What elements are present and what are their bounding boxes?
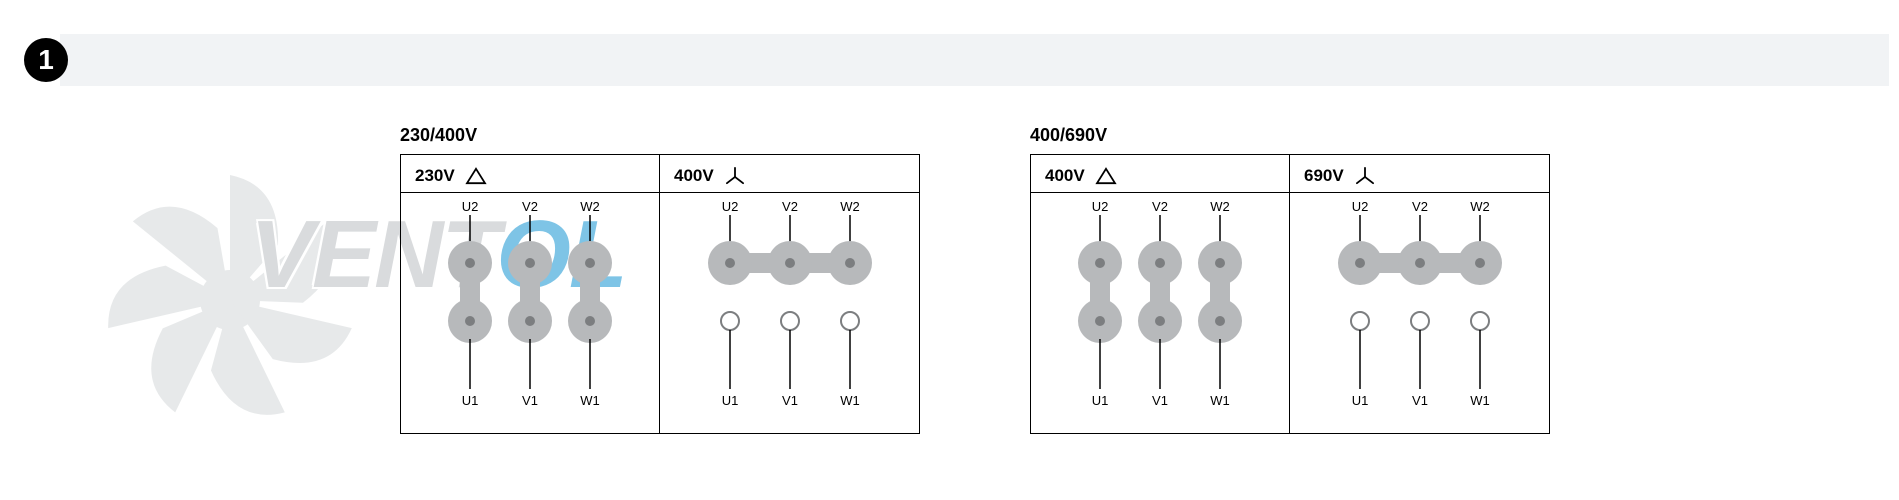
fan-icon — [80, 150, 380, 450]
wiring-panel: 400V U2 V2 W2 U1 V1 W1 — [660, 155, 919, 433]
terminal-label-top: U2 — [1092, 199, 1109, 214]
terminal-label-bottom: W1 — [840, 393, 860, 408]
terminal-label-bottom: V1 — [522, 393, 538, 408]
terminal-label-bottom: U1 — [1092, 393, 1109, 408]
terminal-diagram: U2 V2 W2 U1 V1 W1 — [1040, 193, 1280, 413]
group-box: 230V U2 V2 W2 U1 V1 W1 400V U2 V2 W2 U1 V1 W1 — [400, 154, 920, 434]
terminal-diagram: U2 V2 W2 U1 V1 W1 — [410, 193, 650, 413]
panel-body: U2 V2 W2 U1 V1 W1 — [660, 193, 919, 413]
wiring-group: 230/400V 230V U2 V2 W2 U1 V1 W1 400V U2 V2 W2 U1 V1 W1 — [400, 125, 920, 434]
star-icon — [1354, 167, 1376, 185]
terminal-label-top: W2 — [1470, 199, 1490, 214]
wm-letter: E — [312, 201, 374, 308]
step-badge: 1 — [24, 38, 68, 82]
panel-body: U2 V2 W2 U1 V1 W1 — [1290, 193, 1549, 413]
group-box: 400V U2 V2 W2 U1 V1 W1 690V U2 V2 W2 U1 V1 W1 — [1030, 154, 1550, 434]
panel-voltage: 400V — [674, 166, 714, 186]
wm-letter: V — [250, 201, 312, 308]
terminal-label-bottom: U1 — [1351, 393, 1368, 408]
terminal-label-top: V2 — [1412, 199, 1428, 214]
group-title: 230/400V — [400, 125, 920, 146]
panel-voltage: 230V — [415, 166, 455, 186]
panel-header: 230V — [401, 163, 659, 193]
terminal-label-top: W2 — [580, 199, 600, 214]
terminal-label-top: U2 — [462, 199, 479, 214]
panel-voltage: 690V — [1304, 166, 1344, 186]
terminal-label-bottom: U1 — [721, 393, 738, 408]
terminal-diagram: U2 V2 W2 U1 V1 W1 — [1300, 193, 1540, 413]
wiring-panel: 690V U2 V2 W2 U1 V1 W1 — [1290, 155, 1549, 433]
terminal-label-top: V2 — [522, 199, 538, 214]
wiring-group: 400/690V 400V U2 V2 W2 U1 V1 W1 690V U2 V2 W2 U1 V1 W1 — [1030, 125, 1550, 434]
terminal-diagram: U2 V2 W2 U1 V1 W1 — [670, 193, 910, 413]
panel-body: U2 V2 W2 U1 V1 W1 — [401, 193, 659, 413]
terminal-label-bottom: V1 — [1412, 393, 1428, 408]
terminal-label-top: V2 — [1152, 199, 1168, 214]
panel-header: 400V — [660, 163, 919, 193]
terminal-label-top: V2 — [782, 199, 798, 214]
terminal-label-top: U2 — [1351, 199, 1368, 214]
terminal-label-top: W2 — [1210, 199, 1230, 214]
star-icon — [724, 167, 746, 185]
terminal-label-bottom: W1 — [1210, 393, 1230, 408]
delta-icon — [465, 167, 487, 185]
terminal-label-top: U2 — [721, 199, 738, 214]
panel-header: 690V — [1290, 163, 1549, 193]
header-bar — [60, 34, 1889, 86]
terminal-label-bottom: W1 — [580, 393, 600, 408]
terminal-label-bottom: V1 — [782, 393, 798, 408]
terminal-label-bottom: U1 — [462, 393, 479, 408]
panel-voltage: 400V — [1045, 166, 1085, 186]
group-title: 400/690V — [1030, 125, 1550, 146]
wiring-panel: 230V U2 V2 W2 U1 V1 W1 — [401, 155, 660, 433]
terminal-label-bottom: V1 — [1152, 393, 1168, 408]
terminal-label-bottom: W1 — [1470, 393, 1490, 408]
terminal-label-top: W2 — [840, 199, 860, 214]
wiring-panel: 400V U2 V2 W2 U1 V1 W1 — [1031, 155, 1290, 433]
panel-body: U2 V2 W2 U1 V1 W1 — [1031, 193, 1289, 413]
panel-header: 400V — [1031, 163, 1289, 193]
step-number: 1 — [38, 44, 54, 76]
delta-icon — [1095, 167, 1117, 185]
